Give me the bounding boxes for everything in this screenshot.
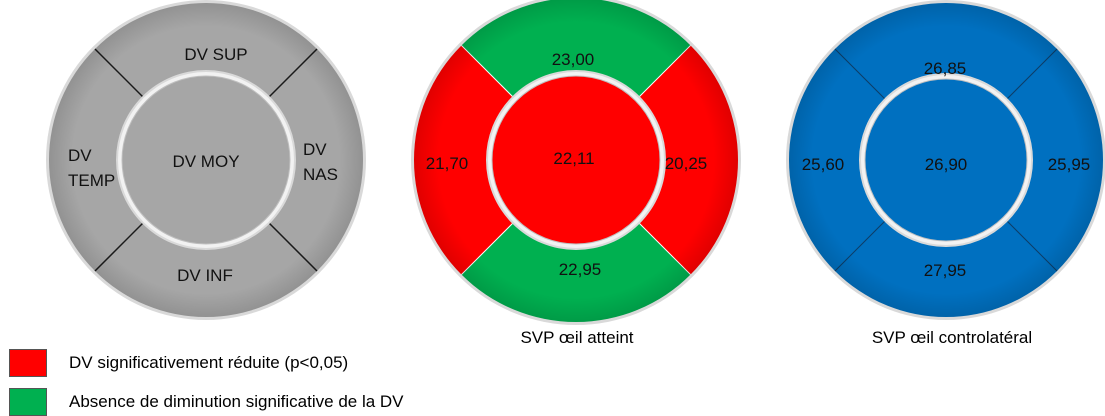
value-temporal: 25,60: [802, 155, 845, 174]
caption-affected-eye: SVP œil atteint: [520, 328, 633, 347]
disc-shade: [414, 0, 738, 322]
affected-eye-diagram: 23,00 22,95 21,70 20,25 22,11 SVP œil at…: [411, 0, 741, 347]
legend-item-reduced: DV significativement réduite (p<0,05): [9, 349, 348, 377]
value-inferior: 27,95: [924, 261, 967, 280]
legend-swatch-red: [9, 349, 47, 377]
label-superior: DV SUP: [184, 45, 247, 64]
label-temporal-line2: TEMP: [68, 171, 115, 190]
legend-swatch-green: [9, 388, 47, 416]
legend-label-not-reduced: Absence de diminution significative de l…: [69, 392, 404, 411]
label-temporal-line1: DV: [68, 146, 92, 165]
value-inferior: 22,95: [559, 260, 602, 279]
contralateral-eye-diagram: 26,85 27,95 25,60 25,95 26,90 SVP œil co…: [786, 0, 1105, 347]
disc-reference: [46, 0, 366, 320]
legend-label-reduced: DV significativement réduite (p<0,05): [69, 353, 349, 372]
label-nasal-line1: DV: [303, 140, 327, 159]
value-superior: 26,85: [924, 59, 967, 78]
disc-contralateral-eye: [786, 0, 1105, 320]
value-nasal: 20,25: [665, 154, 708, 173]
disc-shade: [789, 3, 1103, 317]
value-temporal: 21,70: [426, 154, 469, 173]
label-inferior: DV INF: [177, 266, 233, 285]
legend-item-not-reduced: Absence de diminution significative de l…: [9, 388, 404, 416]
label-center: DV MOY: [172, 152, 239, 171]
value-superior: 23,00: [552, 50, 595, 69]
value-nasal: 25,95: [1048, 155, 1091, 174]
label-nasal-line2: NAS: [303, 165, 338, 184]
value-center: 26,90: [925, 155, 968, 174]
disc-shade: [49, 3, 363, 317]
value-center: 22,11: [553, 149, 594, 168]
disc-affected-eye: [411, 0, 741, 325]
caption-contralateral-eye: SVP œil controlatéral: [872, 328, 1032, 347]
reference-diagram: DV SUP DV INF DV TEMP DV NAS DV MOY: [46, 0, 366, 320]
